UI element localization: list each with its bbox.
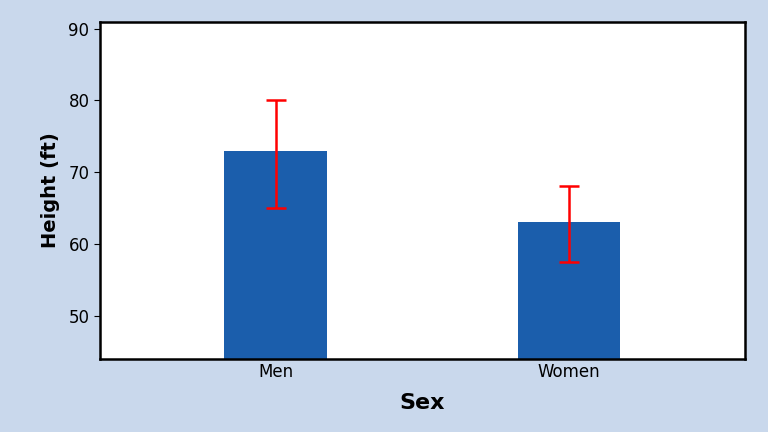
Bar xyxy=(518,222,621,359)
X-axis label: Sex: Sex xyxy=(399,393,445,413)
Bar xyxy=(224,151,327,359)
Y-axis label: Height (ft): Height (ft) xyxy=(41,132,60,248)
